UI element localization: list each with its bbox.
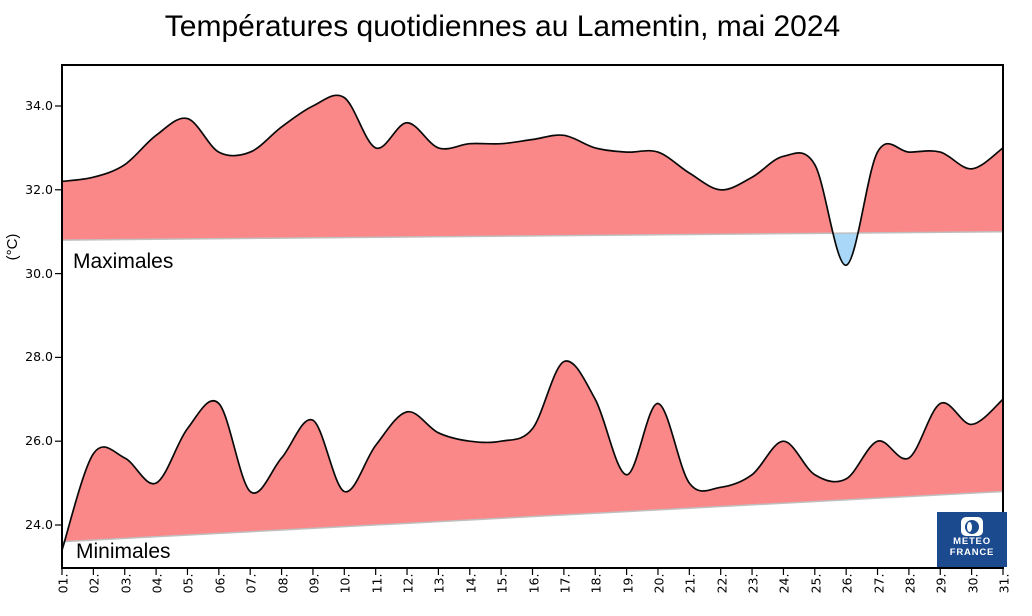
y-tick-label: 30.0 [25, 265, 53, 281]
x-tick-label: 11. [369, 573, 385, 594]
x-tick-label: 24. [776, 573, 792, 594]
x-tick-label: 31. [996, 573, 1012, 594]
y-tick-label: 26.0 [25, 433, 53, 449]
y-tick-label: 34.0 [25, 98, 53, 113]
meteo-france-icon [961, 517, 983, 536]
normal-max-line [61, 230, 1004, 241]
x-tick-label: 26. [839, 573, 855, 594]
maximales-above-normal-area [62, 95, 1003, 241]
x-tick-label: 27. [871, 573, 887, 594]
chart-title: Températures quotidiennes au Lamentin, m… [164, 10, 841, 43]
x-tick-label: 18. [588, 573, 604, 594]
x-tick-label: 17. [557, 573, 573, 594]
y-axis-label: (°C) [4, 233, 21, 261]
meteo-france-logo: METEO FRANCE [937, 512, 1007, 567]
x-tick-label: 06. [212, 573, 228, 594]
x-tick-label: 16. [526, 573, 541, 594]
x-tick-label: 25. [808, 573, 824, 594]
plot-area [55, 64, 1004, 575]
logo-text-line1: METEO [953, 536, 991, 547]
x-tick-label: 09. [306, 573, 322, 594]
x-tick-label: 04. [149, 573, 165, 594]
maximales-curve [61, 94, 1004, 267]
x-tick-label: 23. [745, 573, 761, 594]
x-tick-label: 07. [243, 573, 259, 594]
x-tick-label: 29. [933, 573, 949, 594]
x-tick-label: 10. [337, 573, 353, 594]
x-tick-label: 21. [682, 573, 698, 594]
x-tick-label: 30. [965, 573, 981, 594]
y-tick-label: 24.0 [25, 517, 53, 532]
minimales-series-label: Minimales [76, 540, 171, 563]
x-tick-label: 15. [494, 573, 510, 594]
y-tick-label: 28.0 [25, 349, 53, 365]
x-tick-label: 19. [620, 573, 636, 594]
plot-border [61, 64, 1004, 569]
logo-text-line2: FRANCE [949, 547, 995, 558]
x-tick-label: 14. [463, 573, 479, 594]
x-tick-label: 13. [431, 573, 447, 594]
x-tick-label: 01. [55, 573, 71, 594]
x-tick-label: 08. [275, 573, 291, 594]
x-tick-label: 03. [118, 573, 134, 594]
x-tick-label: 02. [86, 573, 102, 594]
x-tick-label: 05. [180, 573, 196, 594]
x-tick-label: 12. [400, 573, 416, 594]
y-tick-label: 32.0 [25, 181, 53, 197]
x-tick-label: 28. [902, 573, 918, 594]
minimales-curve [61, 360, 1004, 551]
maximales-series-label: Maximales [73, 250, 174, 273]
normal-min-line [61, 490, 1004, 543]
x-tick-label: 22. [714, 573, 730, 594]
x-tick-label: 20. [651, 573, 667, 594]
logo-crescent [966, 521, 972, 532]
